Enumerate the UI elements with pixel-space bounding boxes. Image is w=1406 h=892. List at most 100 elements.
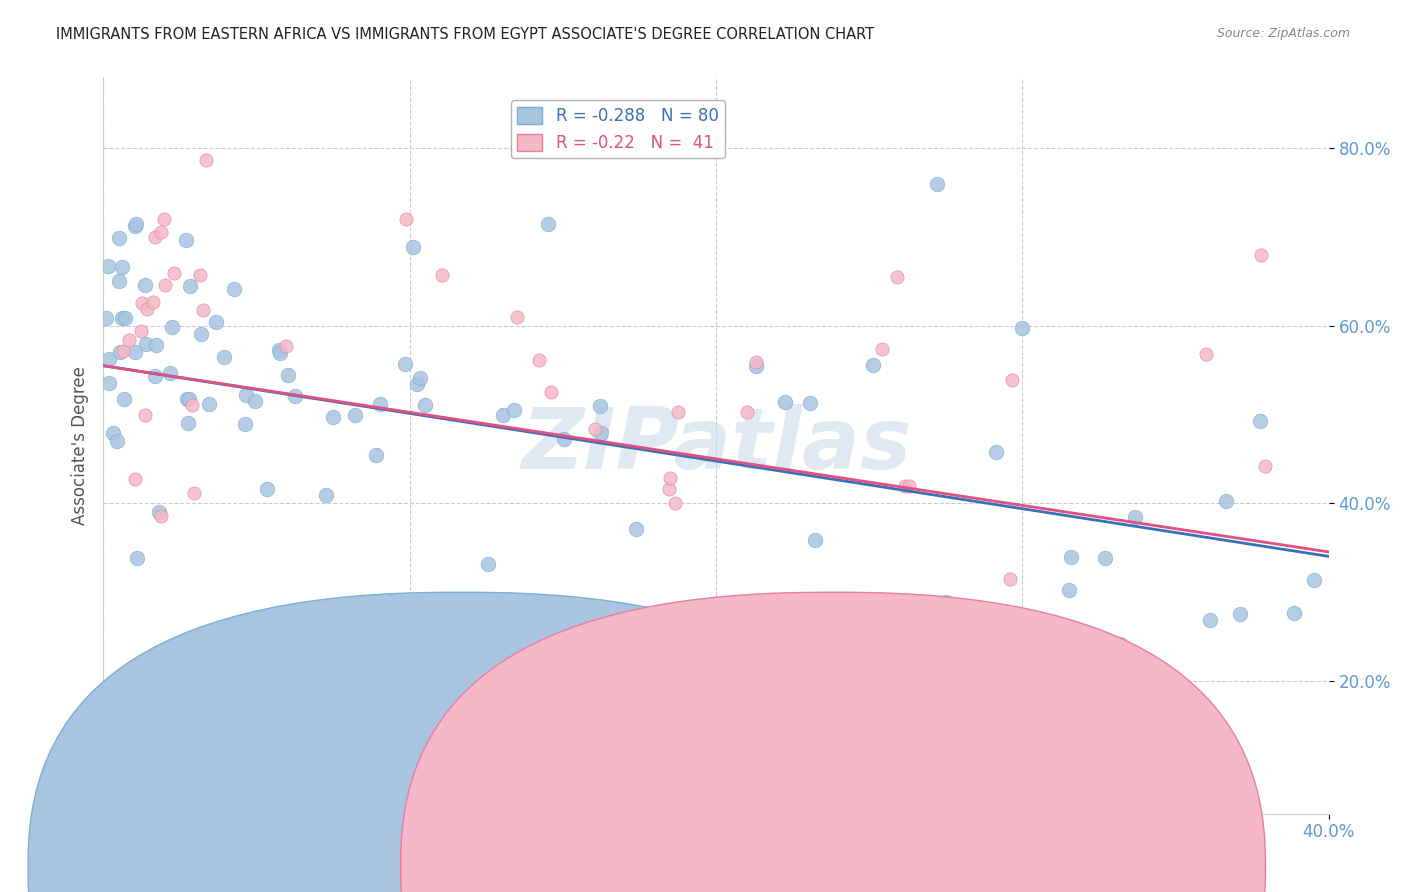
Text: ZIPatlas: ZIPatlas: [520, 404, 911, 487]
Point: [368, 397, 391, 411]
Point: [1123, 510, 1146, 524]
Point: [111, 310, 134, 325]
Text: Source: ZipAtlas.com: Source: ZipAtlas.com: [1216, 27, 1350, 40]
Point: [413, 398, 436, 412]
Point: [799, 396, 821, 410]
Point: [537, 217, 560, 231]
Point: [101, 426, 124, 441]
Point: [394, 357, 416, 371]
Point: [893, 479, 915, 493]
Point: [96, 260, 118, 274]
Point: [897, 479, 920, 493]
Point: [492, 408, 515, 422]
Point: [190, 268, 212, 282]
Point: [212, 350, 235, 364]
Point: [277, 368, 299, 383]
Point: [180, 398, 202, 412]
Point: [150, 225, 173, 239]
Point: [986, 445, 1008, 459]
Point: [588, 399, 610, 413]
Point: [125, 551, 148, 566]
Point: [124, 472, 146, 486]
Point: [1250, 248, 1272, 262]
Point: [183, 485, 205, 500]
Point: [97, 376, 120, 390]
Point: [145, 338, 167, 352]
Point: [274, 339, 297, 353]
Point: [366, 448, 388, 462]
Point: [131, 295, 153, 310]
Point: [925, 177, 948, 191]
Point: [96, 310, 118, 325]
Point: [267, 343, 290, 358]
Point: [1303, 573, 1326, 587]
Point: [1215, 493, 1237, 508]
Point: [624, 522, 647, 536]
Point: [1094, 550, 1116, 565]
Point: [256, 482, 278, 496]
Point: [148, 505, 170, 519]
Point: [205, 315, 228, 329]
Point: [585, 422, 607, 436]
Point: [129, 324, 152, 338]
Point: [235, 387, 257, 401]
Point: [935, 595, 957, 609]
Point: [190, 327, 212, 342]
Point: [269, 346, 291, 360]
Point: [198, 397, 221, 411]
Point: [124, 219, 146, 234]
Point: [506, 310, 529, 324]
Point: [111, 343, 134, 358]
Point: [395, 211, 418, 226]
Point: [1249, 414, 1271, 428]
Point: [553, 432, 575, 446]
Point: [159, 366, 181, 380]
Point: [1284, 606, 1306, 620]
Point: [136, 301, 159, 316]
Point: [804, 533, 827, 547]
Point: [194, 153, 217, 167]
Point: [176, 416, 198, 430]
Point: [477, 557, 499, 571]
Point: [658, 482, 681, 496]
Point: [343, 408, 366, 422]
Point: [735, 405, 758, 419]
Point: [174, 233, 197, 247]
Point: [1195, 347, 1218, 361]
Point: [134, 409, 156, 423]
Point: [143, 369, 166, 384]
Point: [107, 274, 129, 288]
Point: [1001, 374, 1024, 388]
Point: [773, 395, 796, 409]
Point: [745, 355, 768, 369]
Text: Immigrants from Egypt: Immigrants from Egypt: [868, 859, 1045, 874]
Point: [658, 471, 681, 485]
Point: [160, 319, 183, 334]
Point: [430, 268, 453, 282]
Point: [243, 394, 266, 409]
Point: [233, 417, 256, 431]
Point: [150, 509, 173, 524]
Point: [502, 403, 524, 417]
Point: [540, 385, 562, 400]
Point: [110, 260, 132, 274]
Point: [114, 311, 136, 326]
Point: [862, 358, 884, 372]
Point: [179, 392, 201, 406]
Point: [745, 359, 768, 373]
Point: [1108, 637, 1130, 651]
Y-axis label: Associate's Degree: Associate's Degree: [72, 366, 89, 525]
Point: [142, 294, 165, 309]
Point: [105, 434, 128, 449]
Point: [125, 218, 148, 232]
Point: [1198, 614, 1220, 628]
Point: [1059, 583, 1081, 598]
Point: [406, 377, 429, 392]
Point: [124, 345, 146, 359]
Point: [409, 371, 432, 385]
Text: Immigrants from Eastern Africa: Immigrants from Eastern Africa: [471, 859, 710, 874]
Point: [118, 333, 141, 347]
Point: [179, 278, 201, 293]
Point: [107, 231, 129, 245]
Point: [284, 389, 307, 403]
